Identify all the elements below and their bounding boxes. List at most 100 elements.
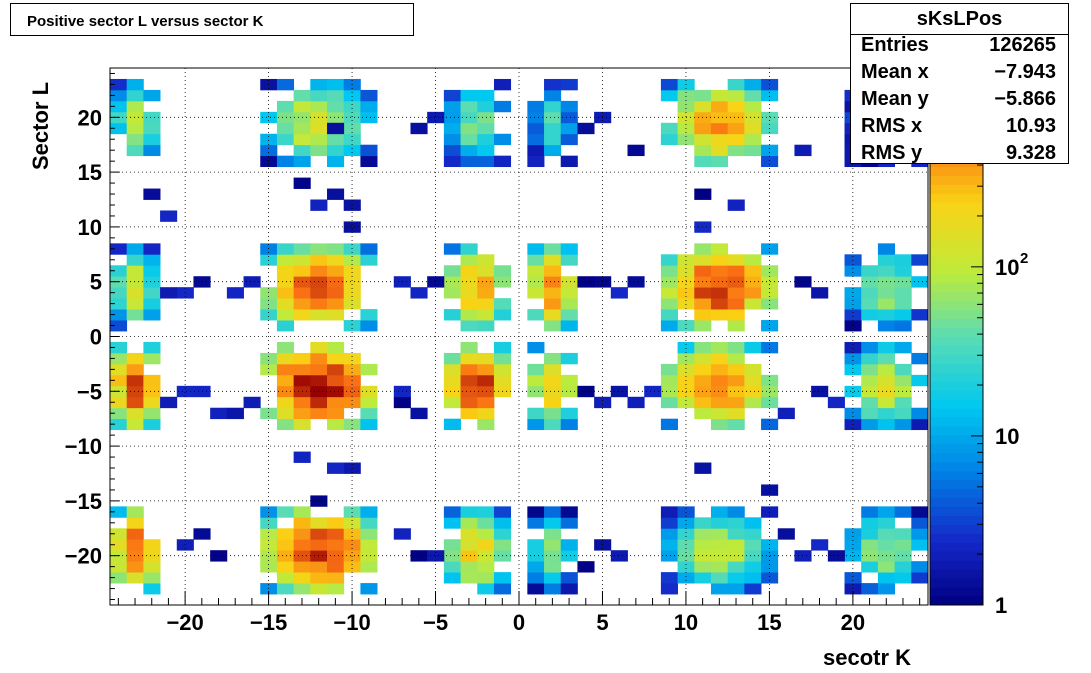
- heatmap-cell: [110, 243, 128, 255]
- heatmap-cell: [126, 122, 144, 135]
- color-scale: 110102103: [929, 67, 1028, 618]
- stats-row-entries: Entries 126265: [861, 34, 1056, 61]
- heatmap-cell: [126, 374, 144, 387]
- heatmap-cell: [126, 133, 144, 146]
- heatmap-cell: [410, 550, 428, 562]
- heatmap-cell: [677, 100, 695, 113]
- heatmap-cell: [694, 309, 712, 321]
- heatmap-cell: [360, 144, 378, 157]
- heatmap-cell: [861, 396, 879, 409]
- heatmap-cell: [610, 385, 628, 398]
- heatmap-cell: [527, 155, 545, 168]
- heatmap-cell: [861, 352, 879, 365]
- heatmap-cell: [443, 572, 461, 584]
- heatmap-cell: [677, 265, 695, 277]
- heatmap-cell: [761, 144, 779, 157]
- heatmap-cell: [777, 407, 795, 420]
- colorbar-segment: [930, 264, 983, 275]
- y-tick-label: −15: [65, 489, 102, 514]
- heatmap-cell: [877, 407, 896, 420]
- colorbar-tick-label: 10: [995, 424, 1019, 449]
- heatmap-cell: [260, 111, 278, 124]
- heatmap-cell: [293, 506, 311, 518]
- heatmap-cell: [293, 352, 311, 365]
- heatmap-cell: [861, 363, 879, 376]
- heatmap-cell: [276, 320, 295, 332]
- heatmap-cell: [493, 517, 512, 529]
- colorbar-segment: [930, 238, 983, 248]
- heatmap-cell: [477, 276, 495, 288]
- heatmap-cell: [477, 407, 495, 420]
- heatmap-cell: [727, 265, 745, 277]
- heatmap-cell: [677, 561, 695, 573]
- heatmap-cell: [894, 374, 912, 387]
- heatmap-cell: [293, 298, 311, 310]
- heatmap-cell: [727, 309, 745, 321]
- heatmap-cell: [677, 133, 695, 146]
- heatmap-cell: [310, 199, 328, 211]
- heatmap-cell: [310, 298, 328, 310]
- heatmap-cell: [727, 352, 745, 365]
- heatmap-cell: [226, 407, 244, 420]
- heatmap-cell: [527, 133, 545, 146]
- heatmap-cell: [276, 111, 295, 124]
- y-tick-label: −5: [77, 379, 102, 404]
- heatmap-cell: [493, 298, 512, 310]
- heatmap-cell: [293, 363, 311, 376]
- heatmap-cell: [827, 550, 845, 562]
- heatmap-cell: [327, 363, 345, 376]
- heatmap-cell: [293, 517, 311, 529]
- heatmap-cell: [243, 276, 261, 288]
- heatmap-cell: [861, 265, 879, 277]
- heatmap-cell: [710, 418, 729, 431]
- heatmap-cell: [343, 144, 361, 157]
- heatmap-cell: [460, 572, 478, 584]
- heatmap-cell: [694, 133, 712, 146]
- heatmap-cell: [894, 407, 912, 420]
- heatmap-cell: [877, 298, 896, 310]
- heatmap-cell: [627, 276, 645, 288]
- heatmap-cell: [710, 276, 729, 288]
- heatmap-cell: [293, 265, 311, 277]
- heatmap-cell: [260, 155, 278, 168]
- colorbar-segment: [930, 247, 983, 257]
- heatmap-cell: [694, 539, 712, 551]
- heatmap-cell: [126, 385, 144, 398]
- heatmap-cell: [694, 407, 712, 420]
- heatmap-cell: [360, 550, 378, 562]
- heatmap-cell: [544, 309, 562, 321]
- colorbar-tick-label: 10: [995, 255, 1019, 280]
- stats-label: Entries: [861, 34, 929, 56]
- heatmap-cell: [443, 418, 461, 431]
- colorbar-segment: [930, 506, 983, 516]
- heatmap-cell: [610, 287, 628, 299]
- heatmap-cell: [894, 561, 912, 573]
- heatmap-cell: [443, 144, 461, 157]
- heatmap-cell: [493, 583, 512, 595]
- heatmap-cell: [327, 89, 345, 102]
- heatmap-cell: [343, 243, 361, 255]
- heatmap-cell: [327, 265, 345, 277]
- heatmap-cell: [794, 144, 812, 157]
- heatmap-cell: [544, 550, 562, 562]
- heatmap-cell: [694, 341, 712, 354]
- heatmap-cell: [343, 276, 361, 288]
- heatmap-cell: [143, 89, 161, 102]
- heatmap-cell: [761, 550, 779, 562]
- heatmap-cell: [477, 561, 495, 573]
- heatmap-cell: [343, 111, 361, 124]
- heatmap-cell: [544, 363, 562, 376]
- stats-value: −7.943: [994, 61, 1056, 83]
- heatmap-cell: [627, 396, 645, 409]
- heatmap-cell: [126, 298, 144, 310]
- heatmap-cell: [877, 265, 896, 277]
- heatmap-cell: [443, 385, 461, 398]
- heatmap-cell: [894, 341, 912, 354]
- heatmap-cell: [443, 561, 461, 573]
- heatmap-cell: [761, 385, 779, 398]
- heatmap-cell: [527, 517, 545, 529]
- heatmap-cell: [443, 122, 461, 135]
- axis-ticks: −20 −15 −10 −5 0 5 10 15 20 −20 −15 −10 −5 0 5 10 15 20: [65, 72, 921, 635]
- heatmap-cell: [477, 133, 495, 146]
- heatmap-cell: [844, 254, 862, 266]
